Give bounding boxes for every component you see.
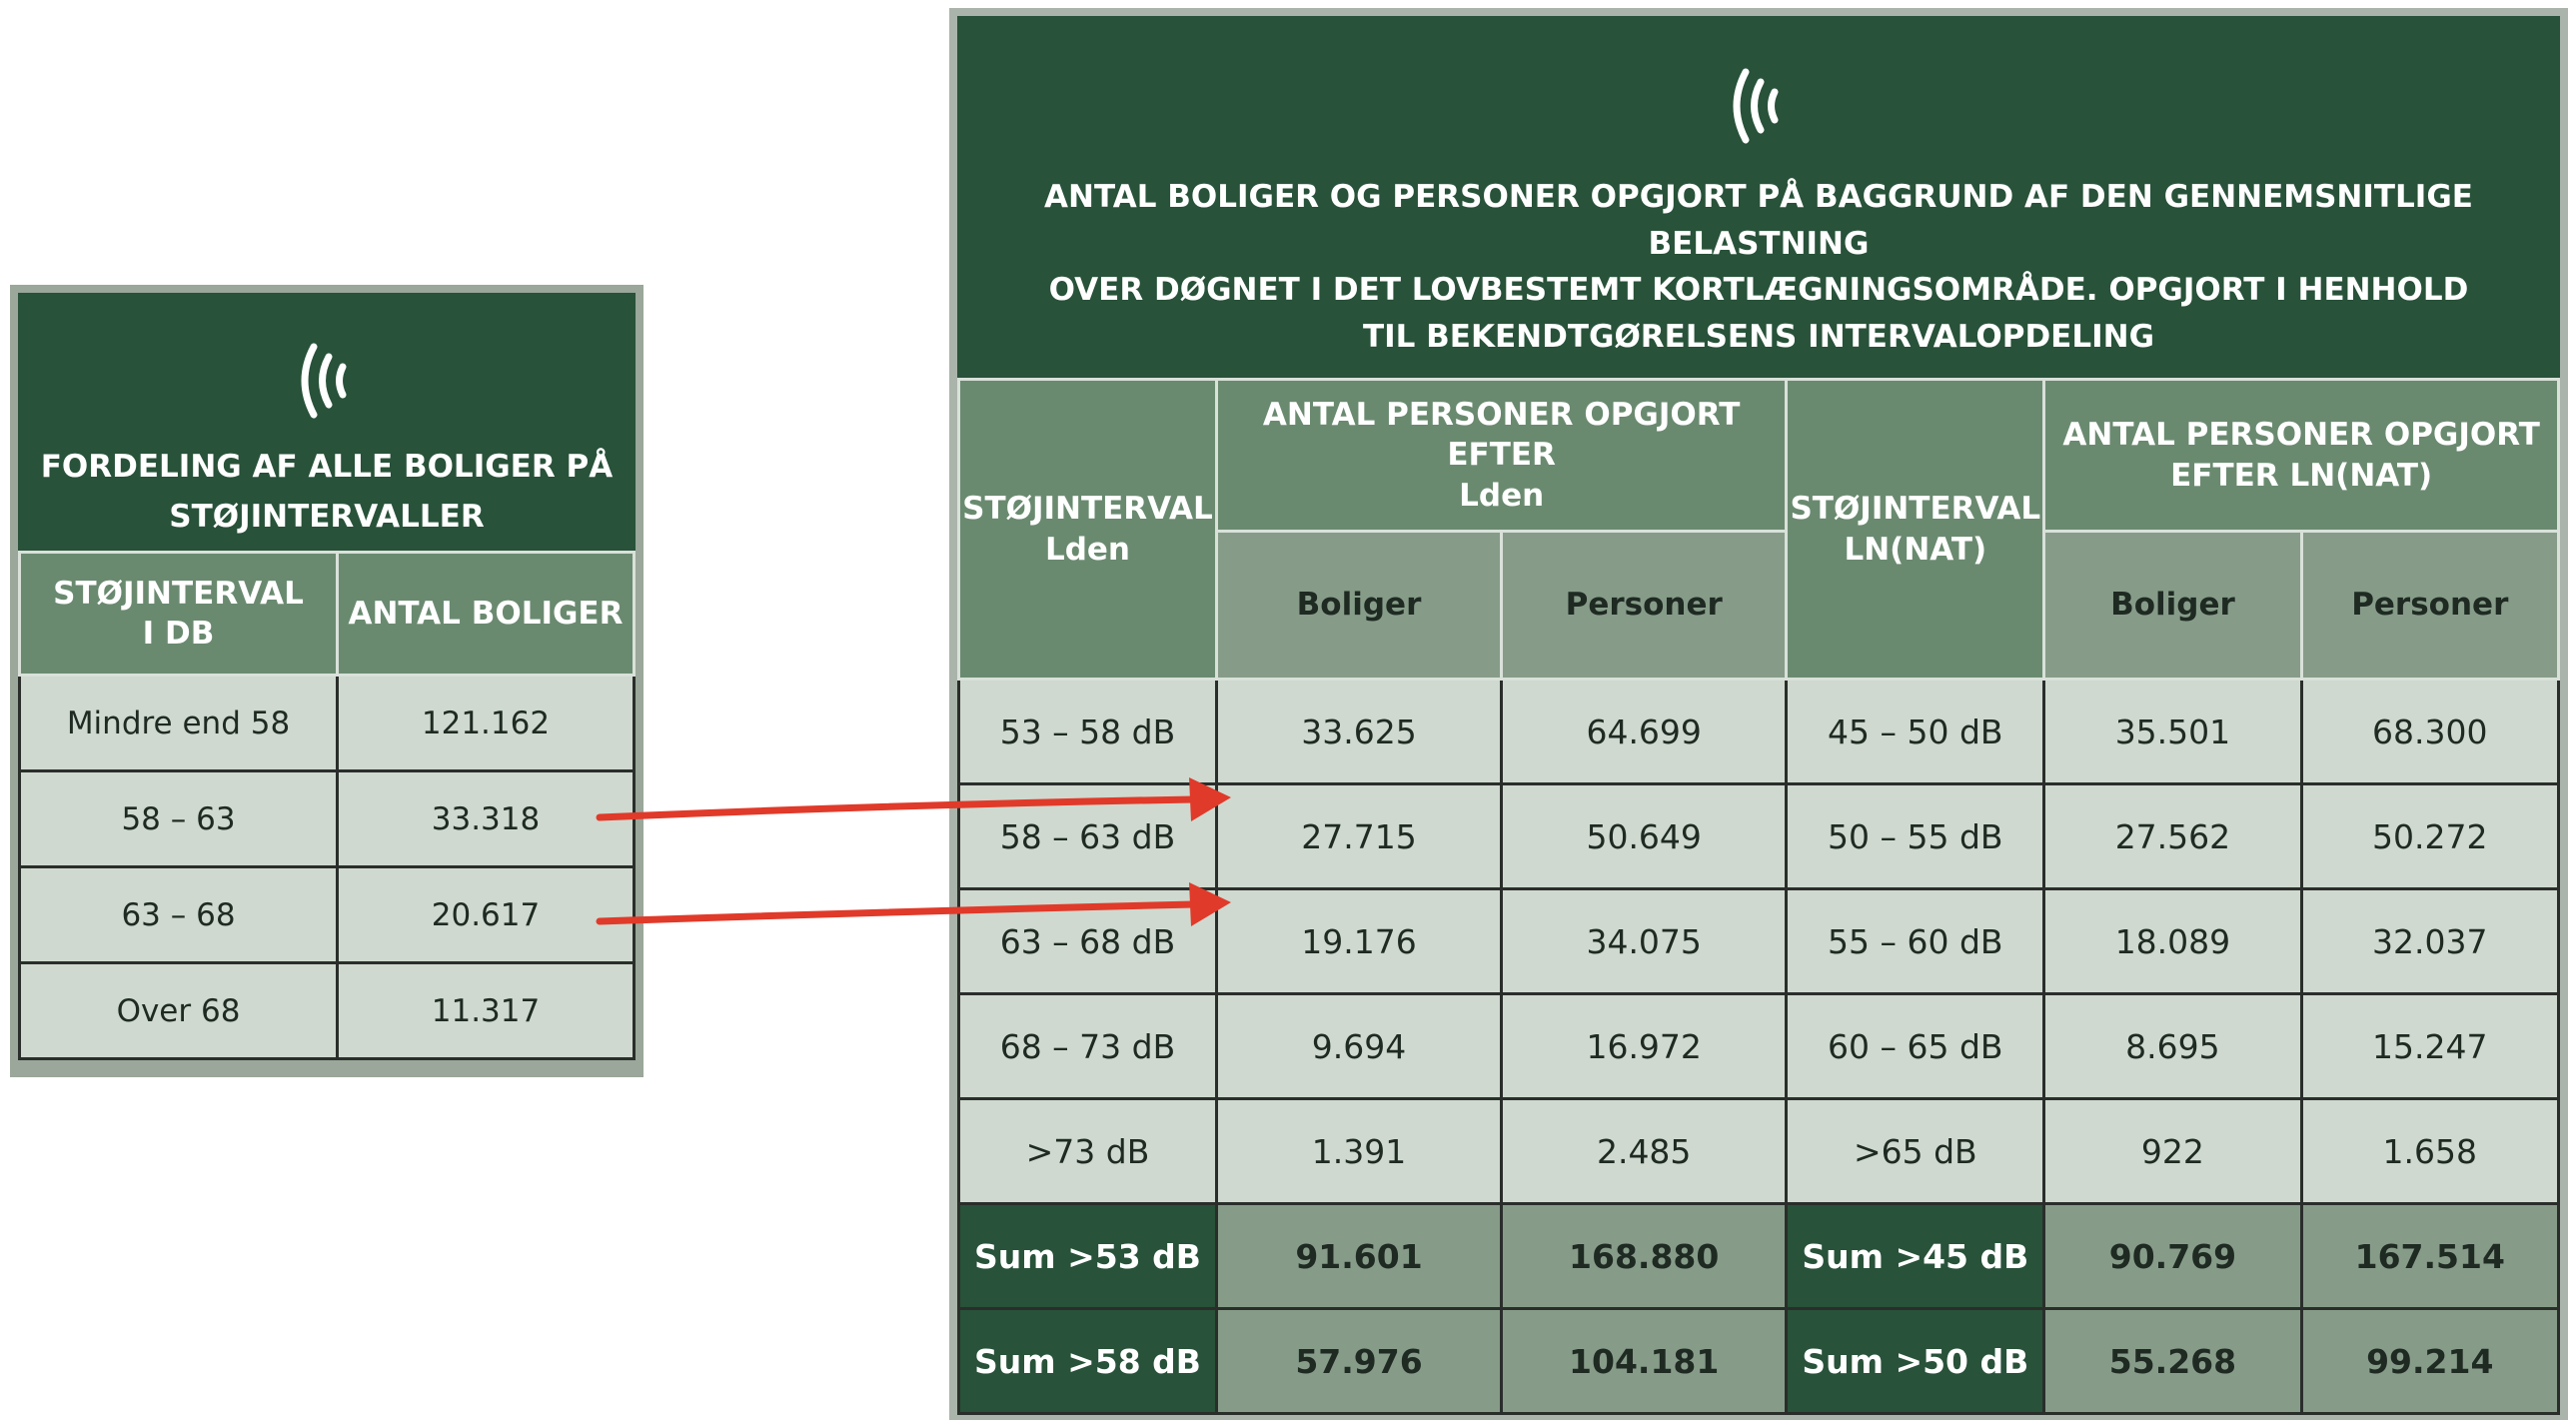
lden-interval-cell: >73 dB (957, 1097, 1218, 1205)
count-cell: 33.318 (336, 769, 636, 868)
sound-wave-icon (301, 343, 347, 419)
sum-row: Sum >53 dB 91.601 168.880 Sum >45 dB 90.… (957, 1202, 2561, 1310)
ln-boliger-cell: 18.089 (2042, 887, 2303, 995)
left-table-title: FORDELING AF ALLE BOLIGER PÅ STØJINTERVA… (18, 443, 636, 542)
col-header-interval-lden-line1: STØJINTERVAL (962, 491, 1213, 528)
sum-ln-label: Sum >50 dB (1785, 1307, 2046, 1415)
table-row: 63 – 68 dB 19.176 34.075 55 – 60 dB 18.0… (957, 887, 2561, 995)
lden-personer-cell: 34.075 (1500, 887, 1789, 995)
sum-ln-label: Sum >45 dB (1785, 1202, 2046, 1310)
count-cell: 20.617 (336, 865, 636, 964)
left-table-panel: FORDELING AF ALLE BOLIGER PÅ STØJINTERVA… (10, 285, 644, 1077)
lden-interval-cell: 63 – 68 dB (957, 887, 1218, 995)
sum-lden-boliger: 57.976 (1214, 1307, 1504, 1415)
group-header-lden-line1: ANTAL PERSONER OPGJORT EFTER (1262, 397, 1741, 474)
table-row: Over 68 11.317 (18, 961, 636, 1060)
sum-lden-boliger: 91.601 (1214, 1202, 1504, 1310)
right-table-panel: ANTAL BOLIGER OG PERSONER OPGJORT PÅ BAG… (949, 8, 2568, 1420)
col-header-interval-ln: STØJINTERVAL LN(NAT) (1785, 378, 2046, 681)
lden-personer-cell: 16.972 (1500, 992, 1789, 1100)
ln-interval-cell: 60 – 65 dB (1785, 992, 2046, 1100)
sound-wave-icon (1733, 68, 1779, 144)
ln-interval-cell: 45 – 50 dB (1785, 678, 2046, 785)
table-row: 53 – 58 dB 33.625 64.699 45 – 50 dB 35.5… (957, 678, 2561, 785)
table-row: 58 – 63 dB 27.715 50.649 50 – 55 dB 27.5… (957, 782, 2561, 890)
col-header-interval-line2: I DB (142, 616, 215, 652)
table-row: 58 – 63 33.318 (18, 769, 636, 868)
ln-personer-cell: 1.658 (2299, 1097, 2561, 1205)
table-row: 68 – 73 dB 9.694 16.972 60 – 65 dB 8.695… (957, 992, 2561, 1100)
lden-interval-cell: 68 – 73 dB (957, 992, 1218, 1100)
interval-cell: 58 – 63 (18, 769, 339, 868)
right-table-header: ANTAL BOLIGER OG PERSONER OPGJORT PÅ BAG… (957, 16, 2560, 378)
ln-personer-cell: 32.037 (2299, 887, 2561, 995)
ln-boliger-cell: 922 (2042, 1097, 2303, 1205)
interval-cell: 63 – 68 (18, 865, 339, 964)
lden-personer-cell: 64.699 (1500, 678, 1789, 785)
col-header-interval-ln-line2: LN(NAT) (1844, 531, 1987, 568)
table-row: 63 – 68 20.617 (18, 865, 636, 964)
ln-personer-cell: 68.300 (2299, 678, 2561, 785)
lden-boliger-cell: 1.391 (1214, 1097, 1504, 1205)
sum-ln-personer: 167.514 (2299, 1202, 2561, 1310)
group-header-ln: ANTAL PERSONER OPGJORT EFTER LN(NAT) (2042, 378, 2560, 533)
sub-header-boliger: Boliger (1214, 530, 1504, 681)
sum-row: Sum >58 dB 57.976 104.181 Sum >50 dB 55.… (957, 1307, 2561, 1415)
sum-ln-personer: 99.214 (2299, 1307, 2561, 1415)
right-table-title: ANTAL BOLIGER OG PERSONER OPGJORT PÅ BAG… (957, 174, 2560, 360)
group-header-lden: ANTAL PERSONER OPGJORT EFTER Lden (1214, 378, 1789, 533)
ln-interval-cell: 50 – 55 dB (1785, 782, 2046, 890)
count-cell: 121.162 (336, 674, 636, 772)
left-data-table: STØJINTERVAL I DB ANTAL BOLIGER Mindre e… (18, 551, 636, 1060)
count-cell: 11.317 (336, 961, 636, 1060)
lden-interval-cell: 58 – 63 dB (957, 782, 1218, 890)
table-row: >73 dB 1.391 2.485 >65 dB 922 1.658 (957, 1097, 2561, 1205)
lden-boliger-cell: 9.694 (1214, 992, 1504, 1100)
lden-interval-cell: 53 – 58 dB (957, 678, 1218, 785)
group-header-ln-line2: EFTER LN(NAT) (2170, 457, 2433, 494)
ln-boliger-cell: 8.695 (2042, 992, 2303, 1100)
left-title-line1: FORDELING AF ALLE BOLIGER PÅ (40, 449, 614, 485)
col-header-interval-lden-line2: Lden (1044, 531, 1130, 568)
interval-cell: Over 68 (18, 961, 339, 1060)
group-header-lden-line2: Lden (1459, 477, 1545, 514)
ln-boliger-cell: 27.562 (2042, 782, 2303, 890)
sum-ln-boliger: 55.268 (2042, 1307, 2303, 1415)
lden-personer-cell: 2.485 (1500, 1097, 1789, 1205)
table-row: Mindre end 58 121.162 (18, 674, 636, 772)
col-header-interval-line1: STØJINTERVAL (53, 575, 304, 612)
col-header-interval-ln-line1: STØJINTERVAL (1790, 491, 2041, 528)
lden-boliger-cell: 19.176 (1214, 887, 1504, 995)
sum-lden-personer: 104.181 (1500, 1307, 1789, 1415)
ln-boliger-cell: 35.501 (2042, 678, 2303, 785)
sub-header-boliger: Boliger (2042, 530, 2303, 681)
sub-header-personer: Personer (2299, 530, 2561, 681)
group-header-ln-line1: ANTAL PERSONER OPGJORT (2062, 417, 2540, 454)
sum-ln-boliger: 90.769 (2042, 1202, 2303, 1310)
lden-personer-cell: 50.649 (1500, 782, 1789, 890)
left-table-header: FORDELING AF ALLE BOLIGER PÅ STØJINTERVA… (18, 293, 636, 551)
col-header-count: ANTAL BOLIGER (336, 551, 636, 677)
sum-lden-label: Sum >53 dB (957, 1202, 1218, 1310)
sum-lden-personer: 168.880 (1500, 1202, 1789, 1310)
right-title-line3: TIL BEKENDTGØRELSENS INTERVALOPDELING (1362, 318, 2155, 355)
col-header-interval-lden: STØJINTERVAL Lden (957, 378, 1218, 681)
lden-boliger-cell: 27.715 (1214, 782, 1504, 890)
interval-cell: Mindre end 58 (18, 674, 339, 772)
ln-personer-cell: 50.272 (2299, 782, 2561, 890)
sum-lden-label: Sum >58 dB (957, 1307, 1218, 1415)
right-data-table: STØJINTERVAL Lden ANTAL PERSONER OPGJORT… (957, 378, 2561, 1415)
ln-interval-cell: >65 dB (1785, 1097, 2046, 1205)
lden-boliger-cell: 33.625 (1214, 678, 1504, 785)
col-header-interval: STØJINTERVAL I DB (18, 551, 339, 677)
right-title-line2: OVER DØGNET I DET LOVBESTEMT KORTLÆGNING… (1048, 272, 2469, 308)
right-title-line1: ANTAL BOLIGER OG PERSONER OPGJORT PÅ BAG… (1044, 179, 2473, 262)
ln-interval-cell: 55 – 60 dB (1785, 887, 2046, 995)
ln-personer-cell: 15.247 (2299, 992, 2561, 1100)
left-title-line2: STØJINTERVALLER (169, 498, 485, 535)
sub-header-personer: Personer (1500, 530, 1789, 681)
